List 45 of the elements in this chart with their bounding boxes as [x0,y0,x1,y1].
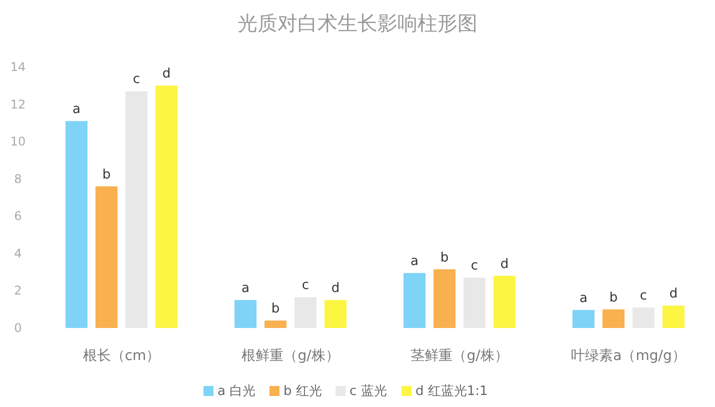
data-label: b [440,250,449,266]
data-label: d [500,256,509,272]
bar [324,300,346,328]
bar [434,269,456,328]
bar [264,320,286,328]
legend-label: a 白光 [218,384,256,399]
legend-label: c 蓝光 [350,384,387,399]
x-tick-label: 叶绿素a（mg/g） [571,348,686,364]
bar [662,306,684,328]
data-label: c [132,72,140,88]
y-tick-label: 4 [14,246,22,260]
legend-label: b 红光 [284,384,322,399]
data-label: a [580,290,588,306]
bar [572,310,594,328]
bar [602,309,624,328]
data-label: d [669,286,678,302]
y-tick-label: 6 [14,209,22,224]
data-label: c [640,288,648,304]
y-tick-label: 2 [14,284,22,298]
data-label: b [102,167,111,182]
y-tick-label: 8 [14,172,22,186]
data-label: c [302,278,310,294]
data-label: c [470,258,478,274]
x-tick-label: 茎鲜重（g/株） [410,348,508,364]
y-tick-label: 12 [10,97,26,112]
data-label: d [162,66,171,82]
x-tick-label: 根鲜重（g/株） [242,348,340,364]
y-tick-label: 14 [10,60,26,74]
data-label: a [72,102,80,118]
bar [234,300,256,328]
bar [66,121,88,328]
chart-title: 光质对白术生长影响柱形图 [238,11,478,35]
bar [404,273,426,328]
data-label: d [331,281,340,296]
data-label: b [271,302,280,317]
bar [494,276,516,328]
bar [96,186,118,328]
data-label: a [242,281,250,296]
y-tick-label: 10 [10,134,26,149]
bar [156,86,178,328]
data-label: b [609,290,618,306]
y-tick-label: 0 [14,321,22,335]
legend-label: d 红蓝光1:1 [416,384,488,399]
x-tick-label: 根长（cm） [82,348,160,364]
data-label: a [410,254,418,270]
